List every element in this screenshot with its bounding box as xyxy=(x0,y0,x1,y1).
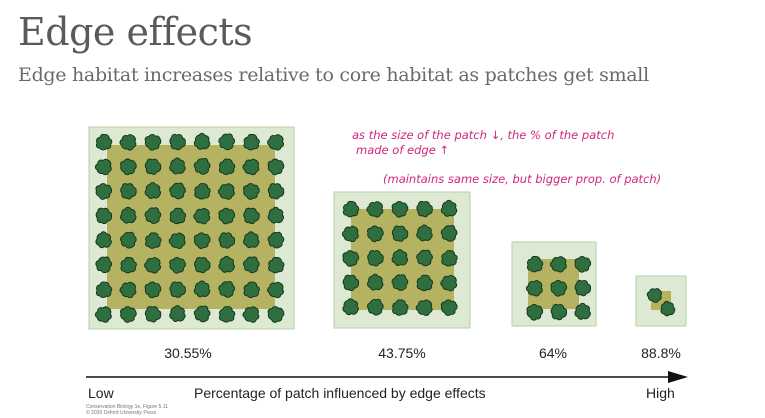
annotation-line-1: as the size of the patch ↓, the % of the… xyxy=(352,128,615,142)
slide-subtitle: Edge habitat increases relative to core … xyxy=(18,64,649,86)
figure-credit: Conservation Biology 1e, Figure 5.11 © 2… xyxy=(86,404,168,416)
axis-high-label: High xyxy=(646,385,675,401)
axis-low-label: Low xyxy=(88,385,114,401)
credit-line-2: © 2020 Oxford University Press xyxy=(86,410,157,416)
patch-large xyxy=(88,126,295,330)
slide-title: Edge effects xyxy=(18,10,253,54)
percent-label-large: 30.55% xyxy=(164,345,212,361)
tree-grid-small xyxy=(523,253,594,324)
annotation-line-2: made of edge ↑ xyxy=(356,143,450,157)
percent-label-medium: 43.75% xyxy=(378,345,426,361)
percent-label-tiny: 88.8% xyxy=(641,345,681,361)
patch-small xyxy=(511,241,597,327)
axis-title: Percentage of patch influenced by edge e… xyxy=(194,385,486,401)
patch-medium xyxy=(333,191,471,329)
annotation-line-3: (maintains same size, but bigger prop. o… xyxy=(383,172,662,186)
patch-tiny xyxy=(635,275,687,327)
arrow-right-icon xyxy=(668,371,688,383)
gradient-axis xyxy=(86,371,688,383)
credit-line-1: Conservation Biology 1e, Figure 5.11 xyxy=(86,404,168,410)
percent-label-small: 64% xyxy=(538,345,568,361)
